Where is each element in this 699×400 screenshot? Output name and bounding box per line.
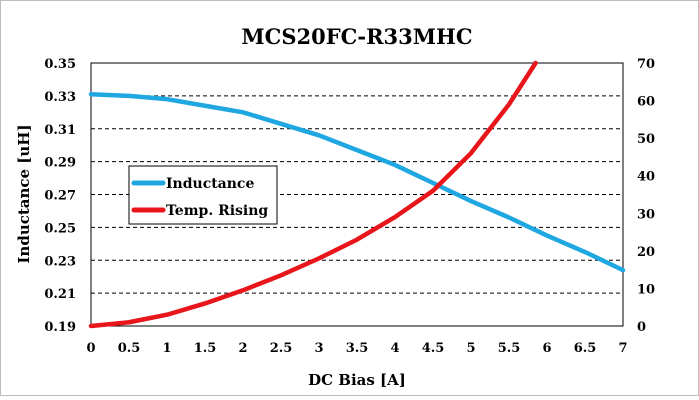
y-tick-label: 0.29: [44, 156, 76, 171]
y-tick-label: 0.21: [44, 287, 76, 302]
y2-tick-labels: 0 10 20 30 40 50 60 70: [637, 57, 655, 335]
x-tick-label: 1: [162, 341, 171, 356]
series-line-temp-rising: [88, 60, 538, 329]
x-tick-label: 7: [618, 341, 627, 356]
x-tick-labels: 0 0.5 1 1.5 2 2.5 3 3.5 4 4.5 5 5.5 6 6.5 7: [86, 341, 627, 356]
series-line-inductance: [88, 91, 626, 273]
y2-tick-label: 40: [637, 170, 655, 185]
x-tick-label: 5: [466, 341, 475, 356]
y-tick-label: 0.19: [44, 320, 76, 335]
y-tick-label: 0.35: [44, 57, 76, 72]
y2-tick-label: 30: [637, 207, 655, 222]
x-tick-label: 2.5: [270, 341, 293, 356]
legend-label-temp-rising: Temp. Rising: [166, 203, 268, 219]
x-tick-label: 6: [542, 341, 551, 356]
y-tick-label: 0.33: [44, 90, 76, 105]
y-tick-labels: 0.19 0.21 0.23 0.25 0.27 0.29 0.31 0.33 0.35: [44, 57, 76, 335]
series-lines: [88, 60, 626, 329]
x-tick-label: 6.5: [574, 341, 597, 356]
x-tick-label: 4.5: [422, 341, 445, 356]
x-tick-label: 0.5: [118, 341, 141, 356]
legend: Inductance Temp. Rising: [128, 165, 278, 225]
legend-label-inductance: Inductance: [166, 176, 254, 192]
y-tick-label: 0.25: [44, 221, 76, 236]
x-tick-label: 2: [238, 341, 247, 356]
x-tick-label: 3: [314, 341, 323, 356]
y-tick-label: 0.23: [44, 254, 76, 269]
y2-tick-label: 60: [637, 95, 655, 110]
y-tick-label: 0.27: [44, 189, 76, 204]
x-tick-label: 3.5: [346, 341, 369, 356]
y2-tick-label: 50: [637, 132, 655, 147]
y2-tick-label: 70: [637, 57, 655, 72]
y2-tick-label: 0: [637, 320, 646, 335]
y-tick-label: 0.31: [44, 123, 76, 138]
x-tick-label: 4: [390, 341, 399, 356]
x-axis-title: DC Bias [A]: [308, 371, 406, 389]
legend-box: [128, 165, 278, 225]
y2-tick-label: 20: [637, 245, 655, 260]
y-axis-title: Inductance [uH]: [15, 124, 33, 263]
chart-title: MCS20FC-R33MHC: [241, 24, 472, 49]
y2-tick-label: 10: [637, 282, 655, 297]
x-tick-label: 0: [86, 341, 95, 356]
x-tick-label: 5.5: [498, 341, 521, 356]
x-tick-label: 1.5: [194, 341, 217, 356]
